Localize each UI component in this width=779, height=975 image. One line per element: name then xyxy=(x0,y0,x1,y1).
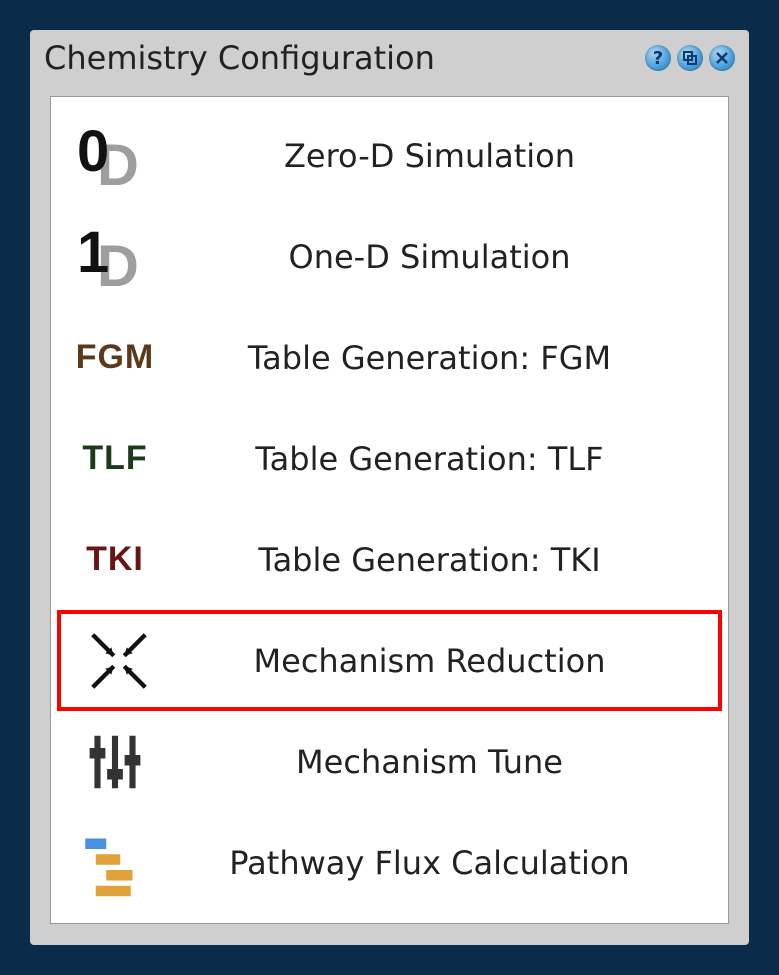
panel-title: Chemistry Configuration xyxy=(44,39,435,77)
panel-content: D0Zero-D SimulationD1One-D SimulationFGM… xyxy=(50,96,729,924)
option-fgm[interactable]: FGMTable Generation: FGM xyxy=(57,307,722,408)
option-label: Table Generation: TLF xyxy=(165,440,714,478)
titlebar: Chemistry Configuration ? xyxy=(30,30,749,86)
option-one-d[interactable]: D1One-D Simulation xyxy=(57,206,722,307)
help-icon: ? xyxy=(653,48,663,69)
maximize-icon xyxy=(682,50,698,66)
one-d-icon: D1 xyxy=(65,217,165,297)
option-label: Table Generation: TKI xyxy=(165,541,714,579)
option-mech-tune[interactable]: Mechanism Tune xyxy=(57,711,722,812)
option-pathway[interactable]: Pathway Flux Calculation xyxy=(57,812,722,913)
inward-arrows-icon xyxy=(69,621,169,701)
help-button[interactable]: ? xyxy=(645,45,671,71)
chemistry-config-panel: Chemistry Configuration ? D0Zero-D Simul… xyxy=(30,30,749,945)
tki-icon: TKI xyxy=(65,520,165,600)
steps-icon xyxy=(65,823,165,903)
fgm-icon: FGM xyxy=(65,318,165,398)
sliders-icon xyxy=(65,722,165,802)
close-icon xyxy=(714,50,730,66)
option-zero-d[interactable]: D0Zero-D Simulation xyxy=(57,105,722,206)
option-label: Zero-D Simulation xyxy=(165,137,714,175)
option-label: Mechanism Tune xyxy=(165,743,714,781)
option-label: One-D Simulation xyxy=(165,238,714,276)
option-label: Mechanism Reduction xyxy=(169,642,710,680)
option-label: Table Generation: FGM xyxy=(165,339,714,377)
option-tlf[interactable]: TLFTable Generation: TLF xyxy=(57,408,722,509)
option-label: Pathway Flux Calculation xyxy=(165,844,714,882)
zero-d-icon: D0 xyxy=(65,116,165,196)
close-button[interactable] xyxy=(709,45,735,71)
option-tki[interactable]: TKITable Generation: TKI xyxy=(57,509,722,610)
maximize-button[interactable] xyxy=(677,45,703,71)
tlf-icon: TLF xyxy=(65,419,165,499)
option-mech-red[interactable]: Mechanism Reduction xyxy=(57,610,722,711)
